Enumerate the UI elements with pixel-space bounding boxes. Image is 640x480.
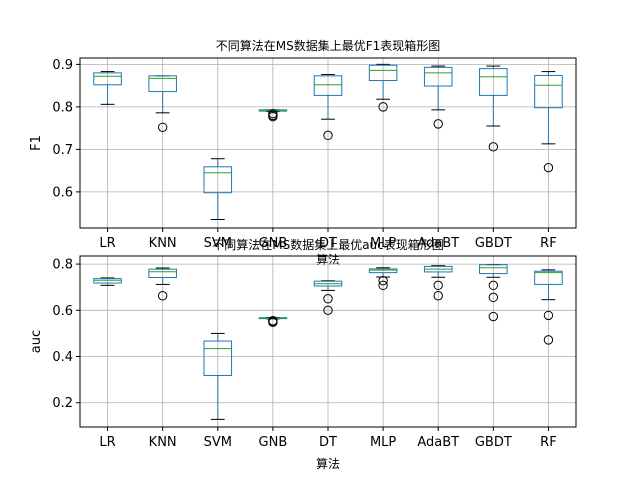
- chart-panel-2: LR KNN SVM GNB DT MLP AdaBT GBDT RF 0.2 0.4 0.6 0.8 不…: [29, 237, 577, 471]
- flier-point: [543, 335, 554, 345]
- flier-point: [323, 130, 333, 141]
- iqr-box: [423, 66, 453, 87]
- flier-point: [157, 291, 168, 301]
- box-RF: [534, 71, 563, 173]
- flier-point: [268, 317, 278, 328]
- y-tick-label: 0.7: [52, 143, 73, 158]
- y-tick-label: 0.6: [52, 304, 73, 319]
- box-DT: [313, 280, 343, 316]
- flier-point: [488, 292, 499, 303]
- box-GNB: [258, 108, 288, 122]
- x-tick-label: MLP: [370, 236, 396, 251]
- flier-point: [323, 305, 333, 316]
- box-SVM: [203, 332, 233, 420]
- box-KNN: [148, 75, 177, 132]
- y-tick-label: 0.8: [52, 100, 73, 115]
- x-tick-label: DT: [319, 435, 337, 450]
- iqr-box: [368, 268, 398, 274]
- flier-point: [378, 276, 388, 286]
- box-MLP: [368, 63, 398, 112]
- x-tick-label: AdaBT: [417, 236, 459, 251]
- box-GBDT: [479, 264, 508, 322]
- x-tick-label: RF: [540, 435, 557, 450]
- iqr-box: [93, 72, 122, 86]
- y-tick-label: 0.9: [52, 58, 73, 73]
- x-tick-label: GNB: [259, 435, 288, 450]
- iqr-box: [368, 64, 398, 82]
- box-SVM: [203, 158, 233, 220]
- flier-point: [433, 291, 443, 301]
- flier-point: [378, 102, 388, 112]
- box-RF: [534, 269, 563, 345]
- y-tick-label: 0.6: [52, 185, 73, 200]
- x-tick-label: KNN: [149, 236, 177, 251]
- iqr-box: [534, 74, 563, 109]
- x-tick-label: MLP: [370, 435, 396, 450]
- box-GBDT: [479, 65, 508, 152]
- x-tick-label: RF: [540, 236, 557, 251]
- flier-point: [543, 162, 554, 173]
- iqr-box: [479, 68, 508, 96]
- y-tick-label: 0.4: [52, 350, 73, 365]
- x-tick-label: GNB: [259, 236, 288, 251]
- x-tick-label: GBDT: [475, 435, 512, 450]
- flier-point: [488, 142, 499, 152]
- box-LR: [93, 277, 122, 286]
- chart-panel-1: LR KNN SVM GNB DT MLP AdaBT GBDT RF 0.6 0.7 0.8 0.9 不…: [29, 38, 577, 267]
- flier-point: [268, 111, 278, 122]
- box-KNN: [148, 267, 177, 301]
- x-axis-label: 算法: [316, 456, 340, 471]
- iqr-box: [93, 278, 122, 284]
- x-tick-label: LR: [99, 435, 115, 450]
- iqr-box: [479, 264, 508, 275]
- flier-point: [433, 119, 443, 129]
- x-tick-label: SVM: [204, 435, 232, 450]
- flier-point: [488, 280, 499, 291]
- flier-point: [323, 294, 333, 304]
- iqr-box: [203, 166, 233, 194]
- iqr-box: [148, 268, 177, 278]
- x-tick-label: DT: [319, 236, 337, 251]
- x-tick-label: SVM: [204, 236, 232, 251]
- y-axis-label: F1: [29, 135, 44, 151]
- x-tick-label: AdaBT: [417, 435, 459, 450]
- y-axis-label: auc: [29, 330, 44, 353]
- box-MLP: [368, 267, 398, 291]
- chart-title: 不同算法在MS数据集上最优auc表现箱形图: [212, 237, 444, 252]
- iqr-box: [203, 340, 233, 376]
- box-GNB: [258, 316, 288, 328]
- iqr-box: [313, 75, 343, 96]
- y-tick-label: 0.2: [52, 396, 73, 411]
- flier-point: [378, 280, 388, 291]
- flier-point: [433, 280, 443, 291]
- x-tick-label: GBDT: [475, 236, 512, 251]
- box-AdaBT: [423, 65, 453, 129]
- chart-title: 不同算法在MS数据集上最优F1表现箱形图: [216, 38, 441, 53]
- flier-point: [543, 310, 554, 321]
- box-DT: [313, 74, 343, 141]
- iqr-box: [148, 75, 177, 93]
- flier-point: [157, 122, 168, 132]
- x-tick-label: KNN: [149, 435, 177, 450]
- x-tick-label: LR: [99, 236, 115, 251]
- box-LR: [93, 71, 122, 105]
- box-AdaBT: [423, 265, 453, 301]
- iqr-box: [534, 270, 563, 285]
- y-tick-label: 0.8: [52, 258, 73, 273]
- flier-point: [488, 311, 499, 322]
